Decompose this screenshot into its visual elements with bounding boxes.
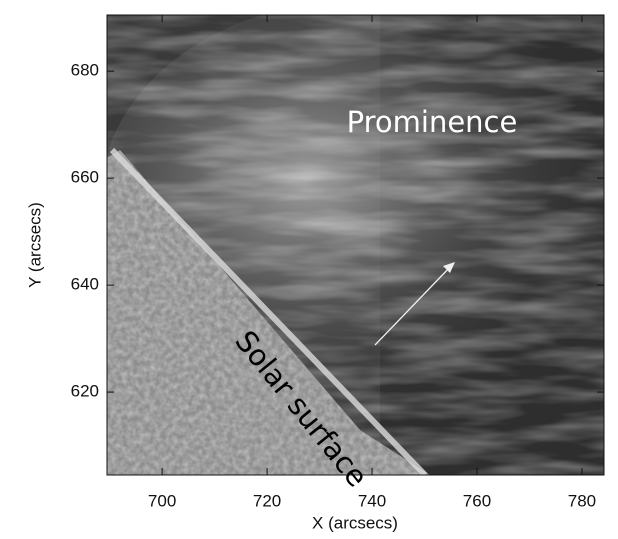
chart: X (arcsecs) Y (arcsecs) 700 720 740 760 780 6… (0, 0, 618, 539)
x-tick-label: 760 (463, 491, 491, 510)
y-axis-label: Y (arcsecs) (25, 202, 44, 288)
x-tick-label: 740 (358, 491, 386, 510)
solar-image (100, 0, 618, 475)
y-tick-label: 640 (71, 275, 99, 294)
x-tick-label: 780 (568, 491, 596, 510)
y-tick-label: 660 (71, 168, 99, 187)
x-axis-label: X (arcsecs) (312, 513, 398, 532)
annotation: Prominence (347, 105, 518, 139)
y-tick-label: 680 (71, 61, 99, 80)
x-tick-label: 720 (253, 491, 281, 510)
y-tick-label: 620 (71, 382, 99, 401)
x-tick-label: 700 (148, 491, 176, 510)
